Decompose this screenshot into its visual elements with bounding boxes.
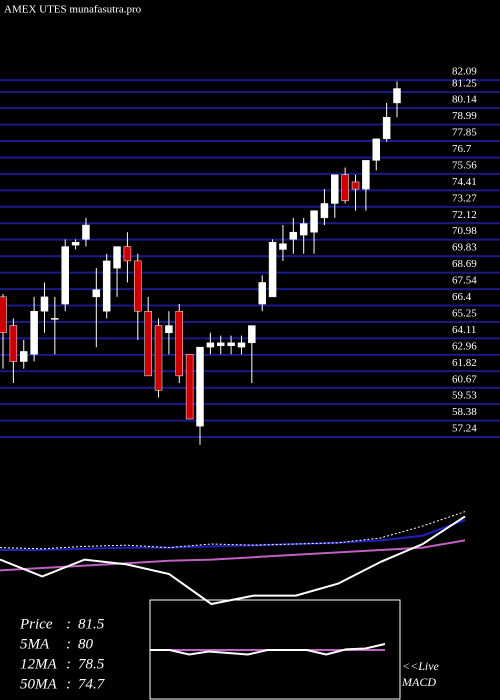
chart-title: AMEX UTES munafasutra.pro <box>4 4 142 16</box>
indicator-line <box>150 643 386 656</box>
candle-body <box>144 310 152 377</box>
candle-body <box>341 174 349 201</box>
candle-body <box>92 289 101 298</box>
candle-body <box>61 246 69 305</box>
candle-body <box>310 210 318 233</box>
y-tick-label: 62.96 <box>452 340 477 352</box>
live-label: <<Live <box>402 659 440 673</box>
stat-label: 50MA <box>20 676 57 692</box>
stat-label: 12MA <box>20 656 57 672</box>
candle-body <box>113 246 121 269</box>
stat-value: 80 <box>78 636 94 652</box>
y-tick-label: 77.85 <box>452 127 477 139</box>
stat-sep: : <box>66 676 71 692</box>
candle-body <box>289 231 298 240</box>
y-tick-label: 66.4 <box>452 291 472 303</box>
candle-body <box>299 223 308 236</box>
candle-body <box>196 346 204 427</box>
stat-sep: : <box>66 636 71 652</box>
candle-body <box>123 246 132 262</box>
candle-body <box>216 342 225 346</box>
candle-body <box>320 203 329 219</box>
stat-value: 81.5 <box>78 616 105 632</box>
candle-body <box>82 224 90 240</box>
candle-body <box>71 242 80 246</box>
stat-value: 74.7 <box>78 676 106 692</box>
y-tick-label: 57.24 <box>452 423 477 435</box>
y-tick-label: 68.69 <box>452 258 477 270</box>
stat-sep: : <box>66 656 71 672</box>
stat-value: 78.5 <box>78 656 105 672</box>
y-tick-label: 82.09 <box>452 66 477 78</box>
candle-body <box>258 282 266 305</box>
candle-body <box>268 242 277 298</box>
candle-body <box>40 296 49 312</box>
candle-body <box>382 117 391 140</box>
y-tick-label: 81.25 <box>452 78 477 90</box>
candle-body <box>19 351 28 362</box>
y-tick-label: 72.12 <box>452 209 477 221</box>
candle-body <box>206 342 215 348</box>
y-tick-label: 69.83 <box>452 242 477 254</box>
stat-sep: : <box>66 616 71 632</box>
y-tick-label: 78.99 <box>452 110 477 122</box>
y-tick-label: 76.7 <box>452 143 472 155</box>
y-tick-label: 80.14 <box>452 94 477 106</box>
candle-body <box>51 318 59 320</box>
y-tick-label: 64.11 <box>452 324 476 336</box>
candle-body <box>351 181 360 190</box>
candle-body <box>362 160 370 190</box>
macd-label: MACD <box>401 675 436 689</box>
y-tick-label: 74.41 <box>452 176 477 188</box>
candle-body <box>154 325 163 391</box>
indicator-line <box>0 511 466 550</box>
candle-body <box>331 174 339 204</box>
y-tick-label: 70.98 <box>452 225 477 237</box>
candle-body <box>279 243 287 250</box>
y-tick-label: 67.54 <box>452 275 477 287</box>
candle-body <box>248 325 256 344</box>
y-tick-label: 75.56 <box>452 159 477 171</box>
y-tick-label: 60.67 <box>452 373 477 385</box>
stat-label: Price <box>19 616 53 632</box>
y-tick-label: 73.27 <box>452 192 477 204</box>
y-tick-label: 65.25 <box>452 308 477 320</box>
candle-body <box>0 296 7 334</box>
candle-body <box>227 342 235 346</box>
y-tick-label: 59.53 <box>452 390 477 402</box>
candle-body <box>102 260 111 312</box>
indicator-line <box>0 519 466 551</box>
candle-body <box>134 260 142 312</box>
y-tick-label: 58.38 <box>452 406 477 418</box>
candle-body <box>393 88 401 104</box>
candle-body <box>372 138 381 161</box>
indicator-line <box>0 515 466 606</box>
candle-body <box>30 310 38 355</box>
candle-body <box>9 325 18 362</box>
candle-body <box>175 310 184 377</box>
stat-label: 5MA <box>20 636 50 652</box>
candle-body <box>165 325 173 334</box>
candle-body <box>237 342 246 348</box>
candle-body <box>185 354 194 420</box>
y-tick-label: 61.82 <box>452 357 477 369</box>
indicator-line <box>0 539 466 572</box>
